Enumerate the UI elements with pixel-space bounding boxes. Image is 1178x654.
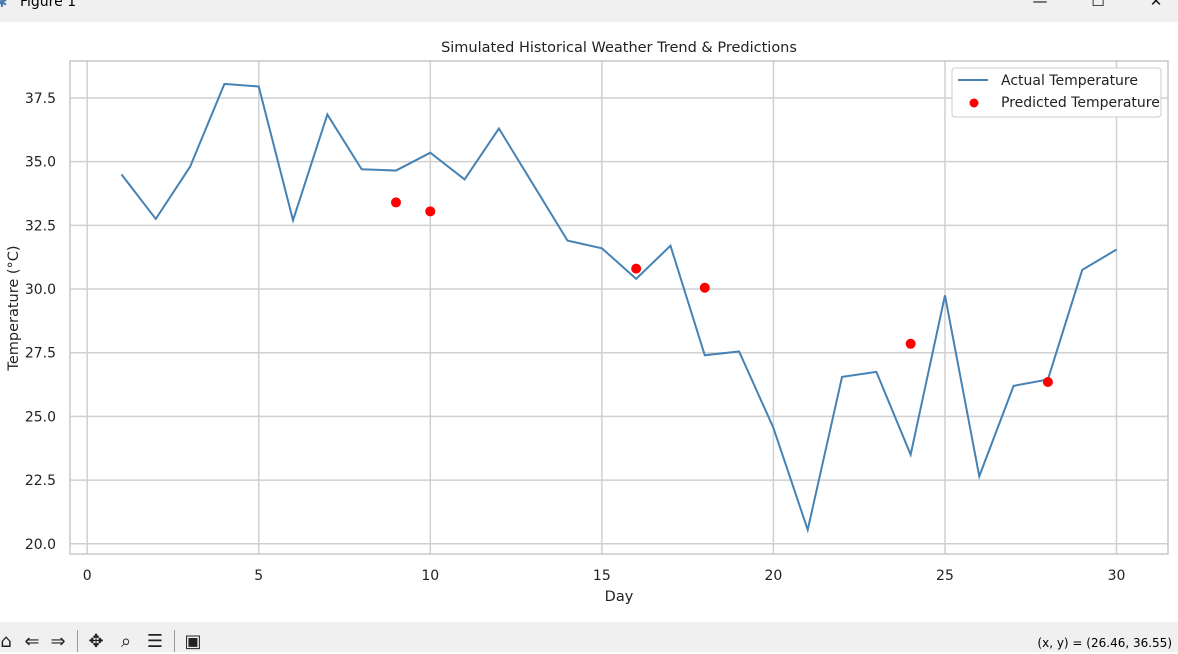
y-tick-label: 32.5 [25,218,56,234]
zoom-icon[interactable]: ⌕ [120,631,132,652]
predicted-temperature-point [1042,377,1053,388]
home-icon[interactable]: ⌂ [0,631,12,652]
legend: Actual Temperature Predicted Temperature [951,67,1162,118]
window-titlebar: ✱ Figure 1 — ☐ ✕ [0,0,1178,22]
predicted-temperature-point [425,206,436,217]
figure-canvas[interactable]: 0 5 10 15 20 25 30 20.0 22.5 25.0 27.5 30.0 32.5 35.… [0,22,1178,622]
x-tick-label: 5 [254,568,263,584]
y-axis-label: Temperature (°C) [6,245,22,371]
y-tick-label: 30.0 [25,282,56,298]
toolbar-separator [174,630,175,652]
actual-temperature-line [120,82,1118,534]
predicted-temperature-point [905,338,916,349]
legend-dot-swatch [969,98,979,108]
back-icon[interactable]: ⇐ [24,631,40,652]
y-tick-labels: 20.0 22.5 25.0 27.5 30.0 32.5 35.0 37.5 [25,91,56,553]
x-axis-label: Day [605,589,634,605]
chart-svg: 0 5 10 15 20 25 30 20.0 22.5 25.0 27.5 30.0 32.5 35.… [6,40,1169,605]
x-tick-label: 20 [764,568,782,584]
legend-label-predicted: Predicted Temperature [1001,95,1160,111]
x-tick-label: 15 [593,568,611,584]
series-layer [120,82,1118,534]
legend-label-actual: Actual Temperature [1001,73,1138,89]
configure-subplots-icon[interactable]: ☰ [146,631,164,652]
maximize-button[interactable]: ☐ [1091,0,1105,10]
axes-frame [69,60,1169,555]
predicted-temperature-point [390,197,401,208]
y-tick-label: 27.5 [25,346,56,362]
x-tick-labels: 0 5 10 15 20 25 30 [83,568,1126,584]
legend-box [951,67,1162,118]
x-tick-label: 25 [936,568,954,584]
forward-icon[interactable]: ⇒ [50,631,66,652]
predicted-temperature-point [699,282,710,293]
y-tick-label: 37.5 [25,91,56,107]
grid [70,61,1168,554]
save-icon[interactable]: ▣ [184,631,202,652]
window-title: Figure 1 [20,0,77,10]
minimize-button[interactable]: — [1032,0,1048,10]
pan-icon[interactable]: ✥ [88,631,104,652]
predicted-temperature-point [631,263,642,274]
chart-title: Simulated Historical Weather Trend & Pre… [441,40,797,56]
cursor-coordinates: (x, y) = (26.46, 36.55) [1037,636,1172,650]
close-button[interactable]: ✕ [1149,0,1163,10]
toolbar-separator [77,630,78,652]
y-tick-label: 20.0 [25,537,56,553]
x-tick-label: 30 [1108,568,1126,584]
navigation-toolbar: ⌂ ⇐ ⇒ ✥ ⌕ ☰ ▣ (x, y) = (26.46, 36.55) [0,622,1178,652]
y-tick-label: 35.0 [25,155,56,171]
y-tick-label: 25.0 [25,409,56,425]
y-tick-label: 22.5 [25,473,56,489]
matplotlib-icon: ✱ [0,0,8,11]
x-tick-label: 0 [83,568,92,584]
x-tick-label: 10 [421,568,439,584]
